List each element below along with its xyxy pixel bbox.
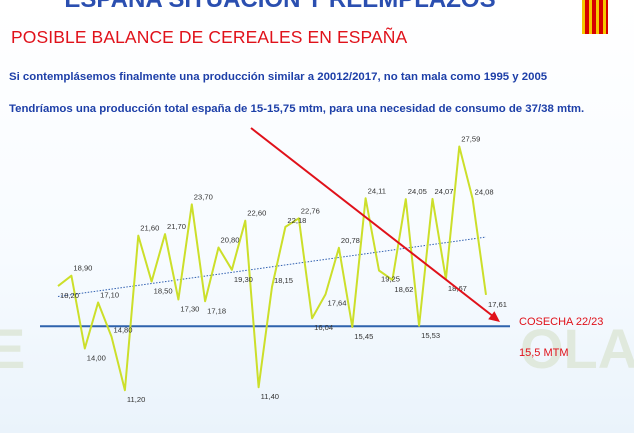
data-label: 18,90 [73, 264, 92, 273]
data-label: 17,10 [100, 291, 119, 300]
data-label: 14,80 [114, 326, 133, 335]
data-label: 21,70 [167, 222, 186, 231]
data-label: 11,40 [261, 392, 279, 401]
downtrend-arrow-head [488, 311, 500, 322]
data-label: 20,78 [341, 236, 360, 245]
data-label: 17,64 [328, 298, 347, 307]
chart-subtitle: POSIBLE BALANCE DE CEREALES EN ESPAÑA [11, 27, 408, 47]
data-label: 16,04 [314, 323, 333, 332]
production-note: Tendríamos una producción total españa d… [9, 103, 585, 115]
data-label: 20,80 [221, 236, 240, 245]
data-label: 11,20 [127, 395, 145, 404]
data-label: 22,60 [247, 209, 266, 218]
data-label: 23,70 [194, 192, 213, 201]
watermark-left: E [0, 317, 26, 380]
spain-flag-icon [582, 0, 608, 34]
data-label: 17,61 [488, 300, 507, 309]
data-label: 19,25 [381, 275, 400, 284]
data-label: 22,18 [287, 216, 306, 225]
data-label: 18,62 [394, 285, 413, 294]
data-label: 18,50 [154, 287, 173, 296]
data-label: 27,59 [461, 135, 480, 144]
reference-annotation: 15,5 MTM [519, 347, 569, 359]
downtrend-arrow [250, 127, 495, 318]
data-labels: 18,20 18,90 14,00 17,10 14,80 11,20 21,60 18,50… [60, 135, 507, 405]
scenario-note: Si contemplásemos finalmente una producc… [9, 71, 548, 83]
data-label: 24,05 [408, 187, 427, 196]
watermark-right: OLA [520, 317, 634, 380]
data-label: 15,45 [354, 332, 373, 341]
data-label: 14,00 [87, 354, 106, 363]
slide-title: ESPAÑA SITUACIÓN Y REEMPLAZOS [60, 0, 500, 13]
data-label: 17,18 [207, 306, 226, 315]
data-label: 15,53 [421, 331, 440, 340]
data-label: 24,08 [475, 188, 494, 197]
data-label: 18,20 [60, 291, 79, 300]
data-label: 17,30 [180, 305, 199, 314]
data-label: 19,30 [234, 275, 253, 284]
harvest-annotation: COSECHA 22/23 [519, 316, 603, 328]
production-series-line [57, 145, 487, 392]
data-label: 18,15 [274, 276, 293, 285]
data-label: 22,76 [301, 206, 320, 215]
data-label: 24,11 [368, 186, 386, 195]
data-label: 24,07 [435, 187, 454, 196]
data-label: 21,60 [140, 224, 159, 233]
trend-line [57, 236, 487, 298]
